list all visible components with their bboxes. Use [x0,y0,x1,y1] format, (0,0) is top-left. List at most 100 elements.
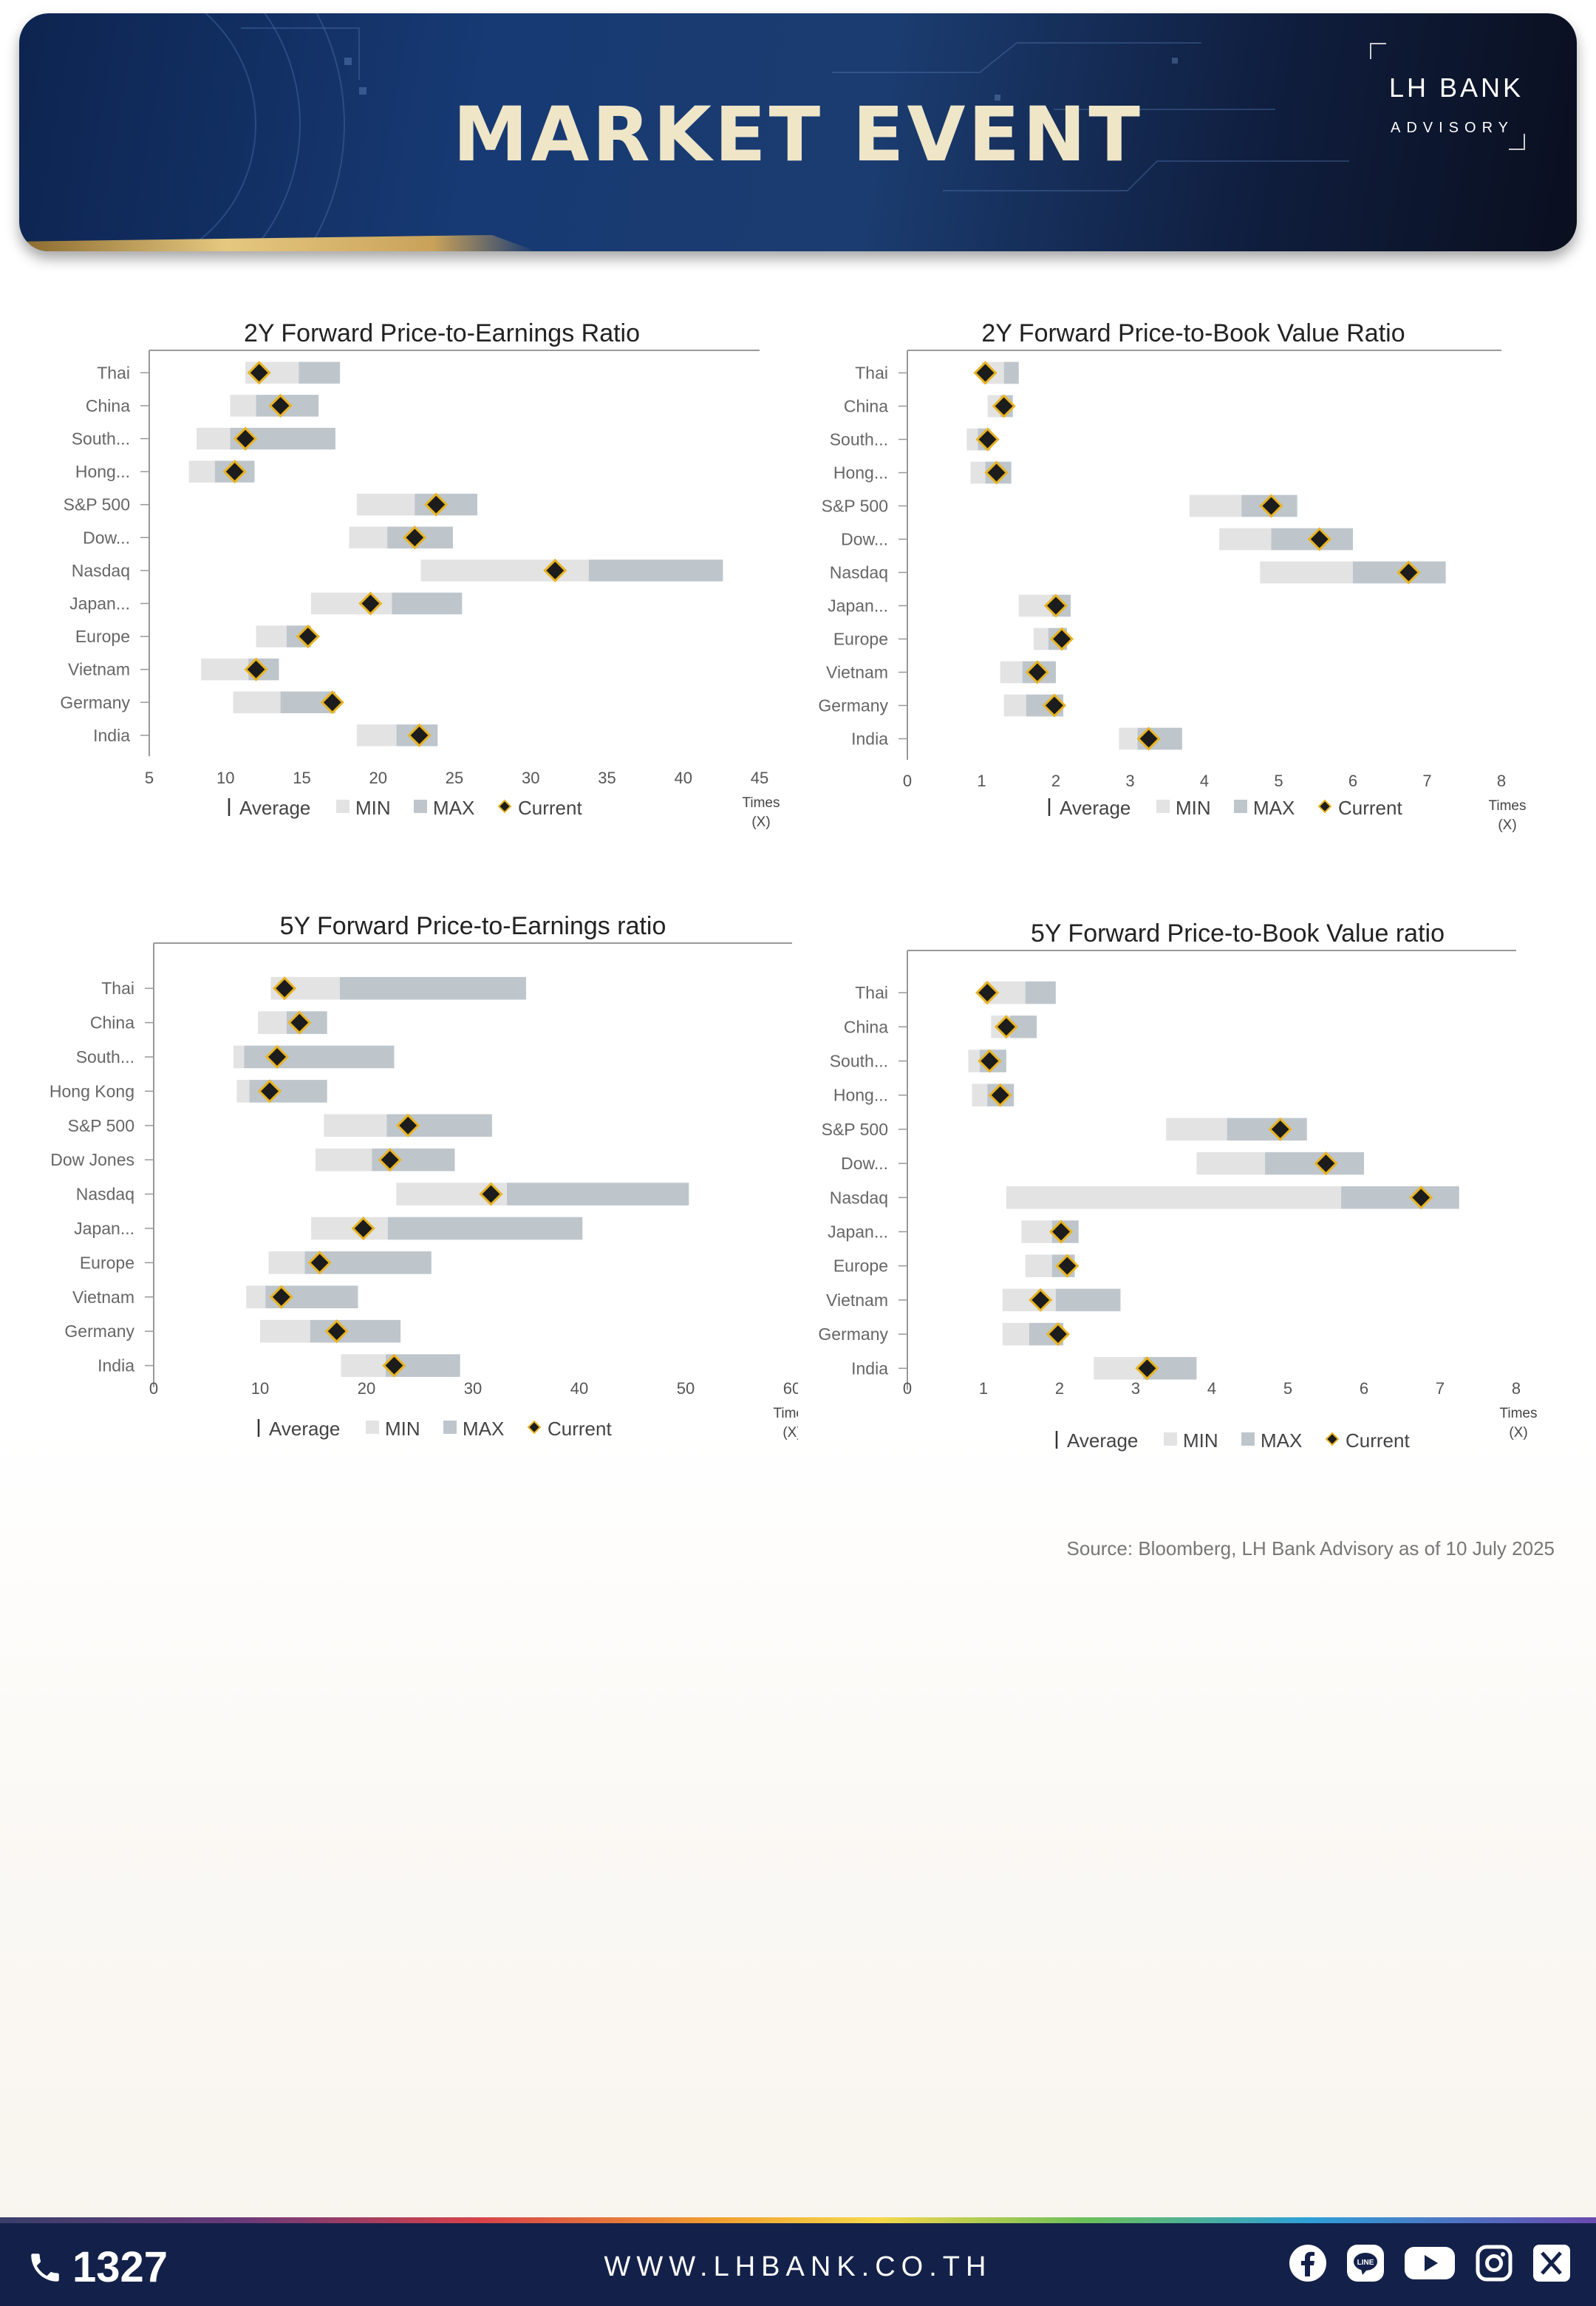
hotline[interactable]: 1327 [27,2242,168,2292]
category-label: Hong... [833,1086,888,1105]
x-tick-label: 2 [1051,772,1060,790]
legend-current-label: Current [1346,1429,1410,1452]
x-unit-label: (X) [782,1425,798,1441]
category-label: S&P 500 [822,1120,888,1139]
line-icon[interactable]: LINE [1346,2244,1385,2282]
max-bar [1341,1186,1459,1209]
current-marker [358,591,383,616]
x-tick-label: 10 [251,1379,269,1398]
chart-title: 5Y Forward Price-to-Book Value ratio [1031,919,1445,948]
current-marker [244,657,268,681]
youtube-icon[interactable] [1404,2244,1456,2282]
current-marker [378,1148,402,1172]
current-marker [296,624,320,649]
x-tick-label: 3 [1125,772,1134,790]
x-icon[interactable] [1532,2244,1571,2282]
category-label: China [844,1017,888,1036]
min-bar [1006,1186,1342,1209]
category-label: Hong... [833,463,888,483]
min-bar [311,1217,388,1240]
page-title: MARKET EVENT [452,91,1144,179]
legend-min-label: MIN [1176,797,1211,819]
min-bar [233,1045,245,1069]
website-link[interactable]: WWW.LHBANK.CO.TH [604,2251,992,2282]
legend-min-swatch [336,800,349,813]
category-label: Dow... [841,1154,888,1173]
x-tick-label: 0 [903,1379,912,1398]
min-bar [1196,1152,1266,1175]
category-label: South... [72,429,130,449]
current-marker [247,361,271,385]
min-bar [197,427,231,450]
min-bar [341,1354,386,1377]
facebook-icon[interactable] [1289,2244,1327,2282]
category-label: Japan... [828,1222,888,1242]
current-marker [988,1083,1012,1107]
current-marker [320,690,344,715]
current-marker [1055,1254,1080,1278]
x-tick-label: 5 [1283,1379,1292,1398]
x-tick-label: 20 [358,1379,375,1398]
max-bar [310,1319,401,1343]
category-label: South... [830,430,888,449]
legend-average-label: Average [1060,797,1130,819]
x-tick-label: 6 [1348,772,1357,790]
current-marker [1049,627,1074,651]
current-marker [984,460,1009,485]
x-tick-label: 4 [1207,1379,1216,1398]
legend-min-swatch [1156,800,1170,813]
current-marker [396,1113,420,1137]
legend-min-swatch [366,1421,379,1434]
x-tick-label: 15 [293,769,310,787]
chart-title: 2Y Forward Price-to-Earnings Ratio [244,319,640,347]
min-bar [1003,694,1026,717]
chart-title: 5Y Forward Price-to-Earnings ratio [280,912,666,940]
category-label: Hong Kong [50,1081,134,1101]
current-marker [1136,727,1161,751]
x-unit-label: Times [1499,1406,1537,1421]
x-tick-label: 1 [979,1379,988,1398]
x-unit-label: Times [742,795,780,811]
min-bar [1119,727,1138,750]
current-marker [1043,593,1068,618]
x-tick-label: 7 [1422,772,1431,790]
category-label: Vietnam [826,663,888,682]
legend-max-swatch [1234,800,1247,813]
current-marker [543,558,567,583]
max-bar [392,592,463,615]
current-marker [272,976,297,1001]
min-bar [1189,494,1242,517]
x-tick-label: 45 [751,769,768,787]
max-bar [1227,1118,1307,1141]
x-tick-label: 7 [1436,1379,1445,1398]
current-marker [233,426,258,451]
min-bar [268,1251,305,1274]
current-marker [1268,1117,1292,1142]
current-marker [265,1044,290,1069]
current-marker [973,361,998,385]
legend-max-label: MAX [1253,797,1295,819]
x-tick-label: 60 [783,1379,798,1398]
instagram-icon[interactable] [1475,2244,1513,2282]
current-marker [307,1251,332,1275]
category-label: Nasdaq [72,561,130,580]
max-bar [387,1217,583,1240]
current-marker [403,526,427,550]
category-label: S&P 500 [68,1116,134,1135]
current-marker [407,723,432,748]
current-marker [1029,1288,1053,1313]
max-bar [507,1183,689,1205]
category-label: South... [830,1052,888,1071]
current-marker [1046,1322,1071,1347]
min-bar [258,1011,287,1034]
category-label: China [90,1013,134,1033]
legend-current-label: Current [1338,797,1402,819]
x-tick-label: 10 [216,769,234,787]
category-label: Thai [97,363,130,382]
legend-average-label: Average [1067,1429,1138,1452]
min-bar [260,1319,310,1343]
legend-current-swatch [1325,1432,1340,1446]
category-label: Dow... [83,528,130,547]
category-label: India [98,1356,134,1375]
category-label: Europe [833,1256,888,1276]
